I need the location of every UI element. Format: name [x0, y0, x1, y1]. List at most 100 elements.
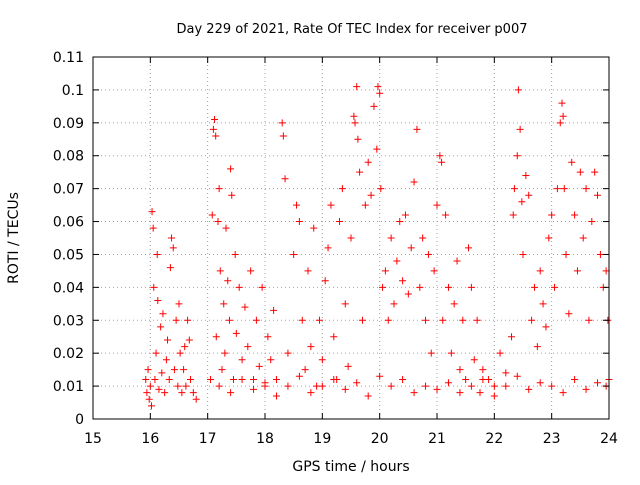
data-point [267, 356, 275, 364]
plot-frame [92, 56, 610, 420]
data-point [536, 379, 544, 387]
data-point [509, 211, 517, 219]
data-point [591, 168, 599, 176]
data-point [168, 234, 176, 242]
y-tick-label: 0 [75, 412, 84, 428]
data-point [479, 376, 487, 384]
data-point [444, 379, 452, 387]
data-point [338, 185, 346, 193]
data-point [214, 218, 222, 226]
data-point [410, 389, 418, 397]
ticks: 15 16 17 18 19 20 21 22 23 24 0 0.01 0.02 0.03 0.04 0.0… [53, 50, 618, 447]
data-point [227, 389, 235, 397]
data-points [142, 83, 613, 410]
data-point [145, 395, 153, 403]
data-point [344, 362, 352, 370]
data-point [518, 198, 526, 206]
data-point [384, 316, 392, 324]
data-point [304, 267, 312, 275]
data-point [182, 382, 190, 390]
data-point [514, 86, 522, 94]
data-point [278, 119, 286, 127]
data-point [185, 336, 193, 344]
data-point [453, 257, 461, 265]
data-point [169, 244, 177, 252]
data-point [433, 385, 441, 393]
data-point [361, 201, 369, 209]
data-point [143, 389, 151, 397]
data-point [318, 382, 326, 390]
data-point [528, 316, 536, 324]
data-point [252, 316, 260, 324]
data-point [336, 218, 344, 226]
x-tick-label: 21 [428, 431, 446, 447]
data-point [376, 372, 384, 380]
data-point [502, 369, 510, 377]
data-point [298, 316, 306, 324]
data-point [354, 135, 362, 143]
data-point [579, 234, 587, 242]
data-point [148, 208, 156, 216]
data-point [353, 379, 361, 387]
y-tick-label: 0.09 [53, 116, 84, 132]
data-point [404, 290, 412, 298]
data-point [154, 297, 162, 305]
data-point [413, 125, 421, 133]
data-point [588, 218, 596, 226]
data-point [212, 132, 220, 140]
data-point [393, 257, 401, 265]
y-tick-label: 0.04 [53, 280, 84, 296]
y-tick-label: 0.06 [53, 215, 84, 231]
data-point [585, 316, 593, 324]
data-point [565, 310, 573, 318]
data-point [184, 316, 192, 324]
data-point [576, 168, 584, 176]
data-point [447, 349, 455, 357]
data-point [562, 250, 570, 258]
y-tick-label: 0.05 [53, 247, 84, 263]
data-point [209, 125, 217, 133]
data-point [559, 112, 567, 120]
data-point [508, 333, 516, 341]
data-point [279, 132, 287, 140]
data-point [147, 402, 155, 410]
data-point [542, 323, 550, 331]
data-point [479, 366, 487, 374]
y-axis-label: ROTI / TECUs [6, 192, 22, 284]
data-point [582, 185, 590, 193]
x-tick-label: 24 [600, 431, 618, 447]
data-point [250, 376, 258, 384]
data-point [381, 267, 389, 275]
x-tick-label: 19 [313, 431, 331, 447]
data-point [513, 152, 521, 160]
data-point [215, 382, 223, 390]
data-point [442, 211, 450, 219]
data-point [456, 389, 464, 397]
data-point [356, 168, 364, 176]
data-point [465, 244, 473, 252]
data-point [353, 83, 361, 91]
data-point [594, 379, 602, 387]
data-point [178, 389, 186, 397]
data-point [373, 145, 381, 153]
data-point [216, 267, 224, 275]
data-point [424, 250, 432, 258]
data-point [247, 267, 255, 275]
data-point [272, 392, 280, 400]
data-point [227, 165, 235, 173]
y-tick-label: 0.08 [53, 149, 84, 165]
data-point [522, 171, 530, 179]
data-point [410, 178, 418, 186]
data-point [399, 376, 407, 384]
data-point [376, 89, 384, 97]
data-point [351, 119, 359, 127]
data-point [407, 244, 415, 252]
data-point [571, 376, 579, 384]
data-point [264, 333, 272, 341]
data-point [290, 250, 298, 258]
data-point [370, 102, 378, 110]
data-point [422, 316, 430, 324]
data-point [211, 116, 219, 124]
